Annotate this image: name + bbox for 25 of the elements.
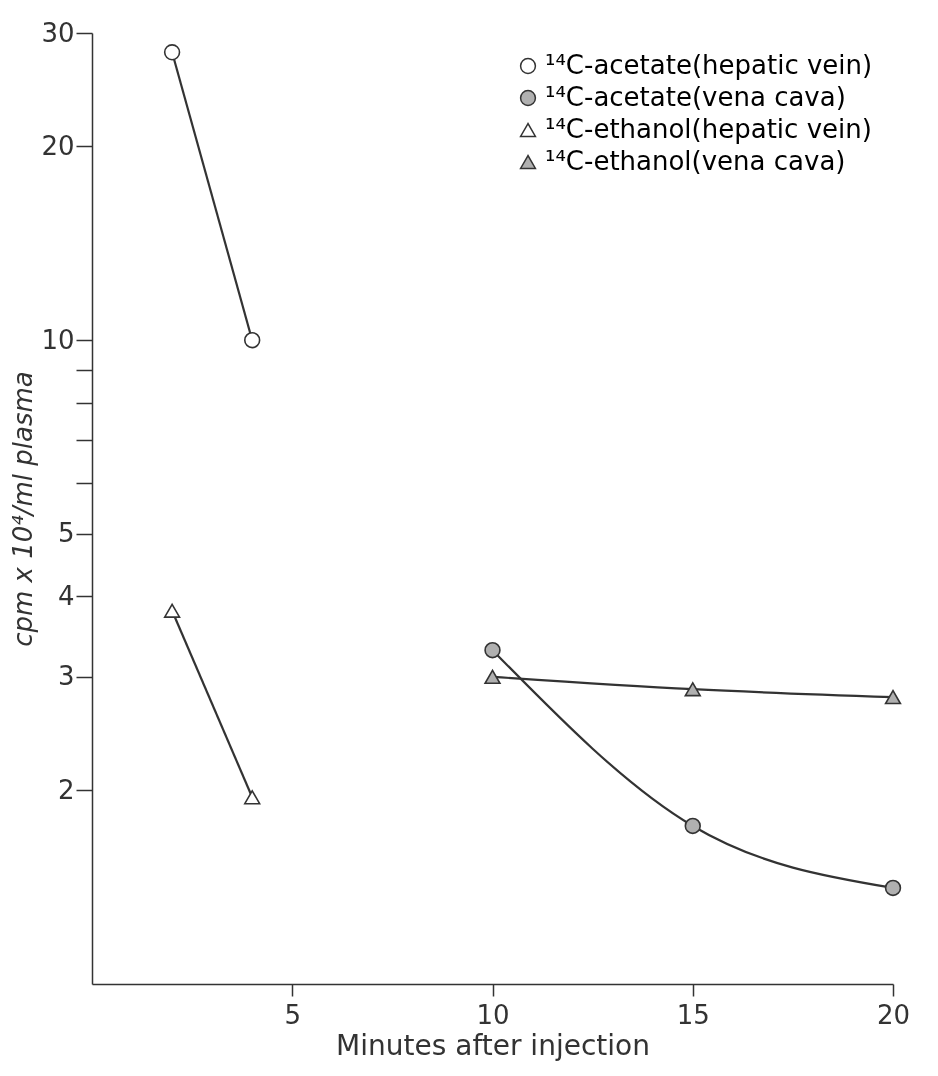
- y-tick-label: 10: [41, 324, 75, 355]
- point: [884, 879, 902, 897]
- y-axis-title: cpm x 10⁴/ml plasma: [8, 371, 39, 647]
- point: [243, 331, 261, 349]
- x-tick-label: 20: [876, 999, 911, 1030]
- legend-label: ¹⁴C-acetate(vena cava): [545, 82, 846, 112]
- point: [163, 44, 181, 61]
- legend-label: ¹⁴C-ethanol(hepatic vein): [545, 114, 872, 144]
- y-tick-label: 5: [57, 518, 75, 549]
- point: [684, 817, 701, 835]
- point: [484, 641, 501, 659]
- point: [884, 689, 902, 705]
- legend-label: ¹⁴C-acetate(hepatic vein): [545, 50, 873, 80]
- x-tick-label: 10: [476, 999, 510, 1030]
- x-tick-label: 15: [676, 999, 710, 1030]
- point: [684, 681, 701, 697]
- y-tick-label: 2: [57, 774, 75, 805]
- y-tick-label: 30: [41, 17, 75, 48]
- legend-label: ¹⁴C-ethanol(vena cava): [545, 146, 846, 176]
- y-tick-label: 3: [57, 661, 75, 692]
- y-tick-label: 20: [41, 130, 75, 161]
- x-tick-label: 5: [284, 999, 302, 1030]
- point: [484, 669, 501, 685]
- y-tick-label: 4: [57, 580, 75, 611]
- x-axis-title: Minutes after injection: [336, 1028, 650, 1062]
